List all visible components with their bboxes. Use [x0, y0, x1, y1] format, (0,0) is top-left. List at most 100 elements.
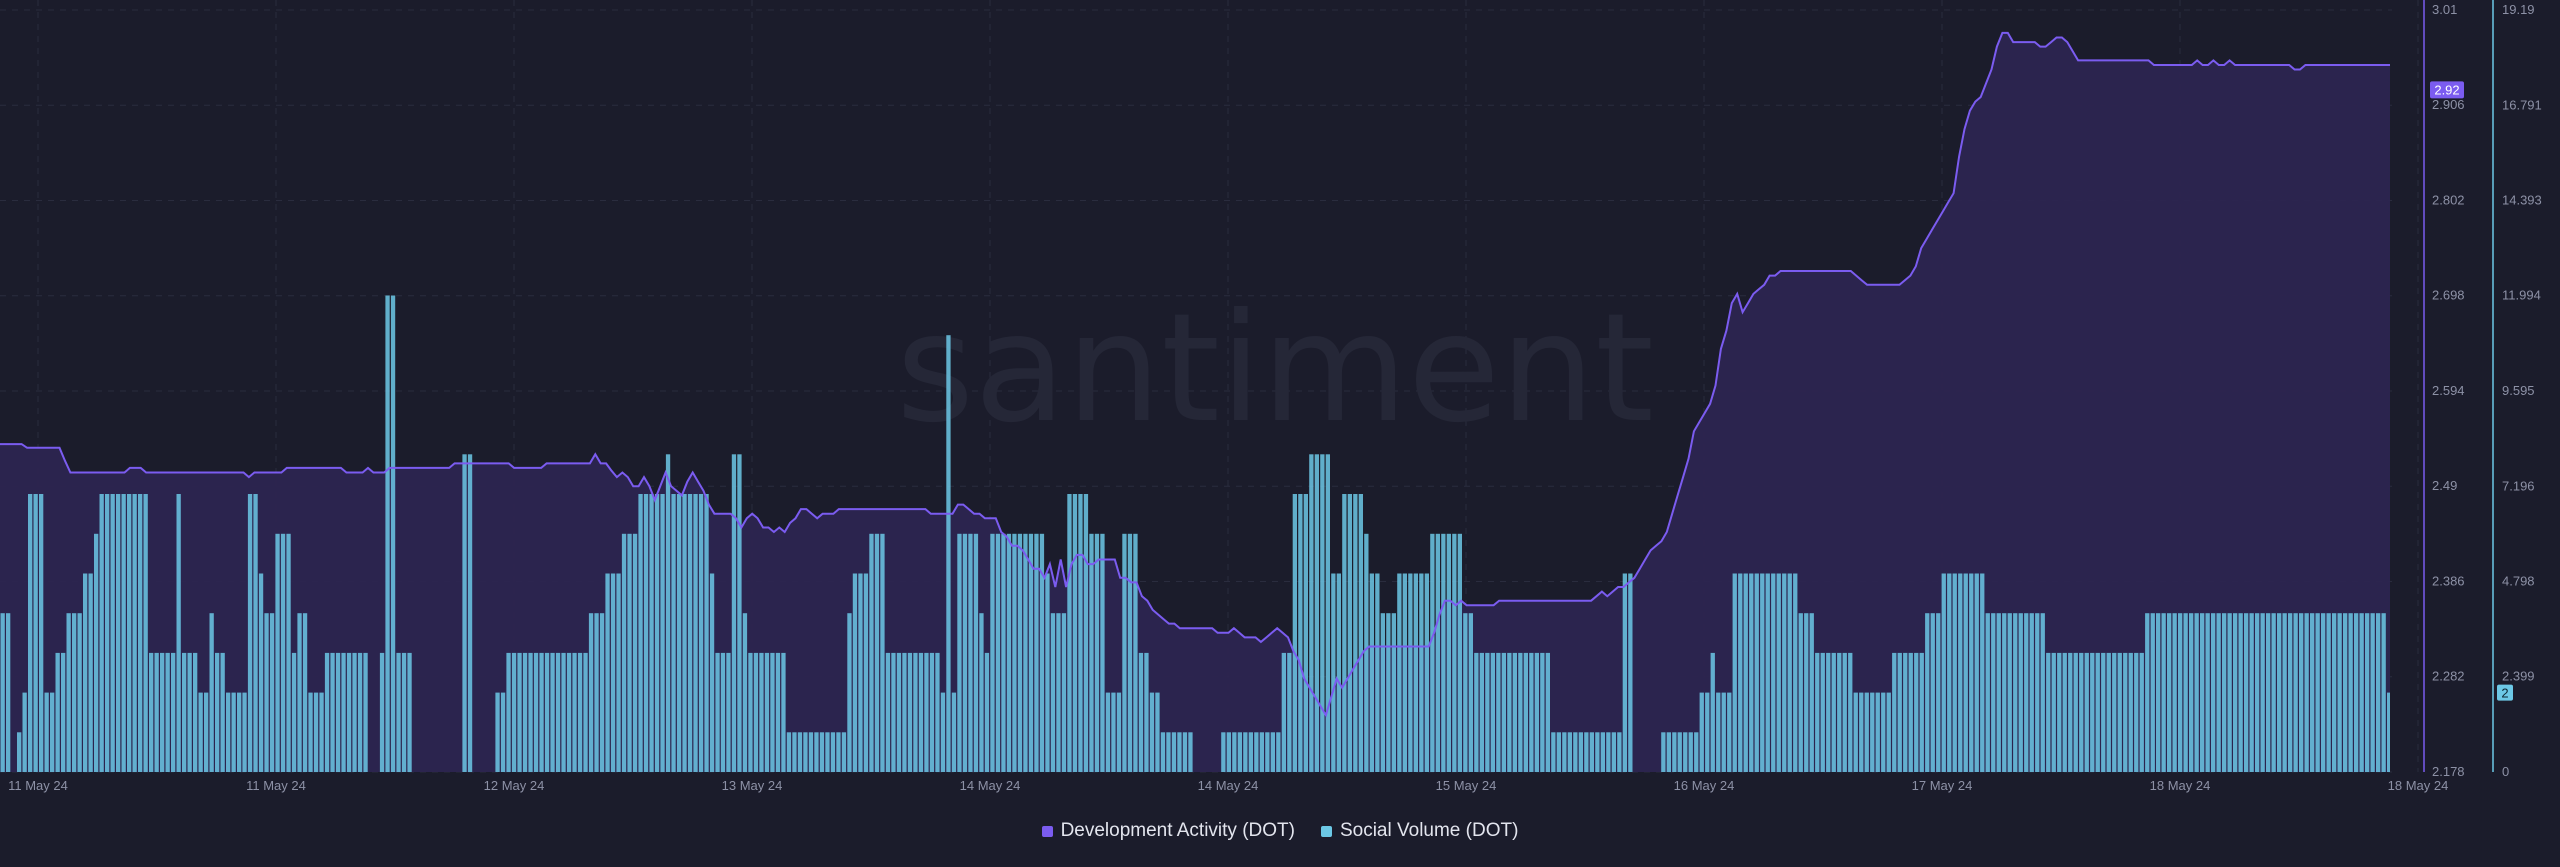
social-volume-bar	[1254, 732, 1259, 772]
social-volume-bar	[2040, 613, 2045, 772]
social-volume-bar	[2090, 652, 2095, 772]
social-volume-bar	[165, 652, 170, 772]
social-volume-bar	[94, 533, 99, 772]
social-volume-bar	[616, 573, 621, 772]
social-volume-bar	[1441, 533, 1446, 772]
social-volume-bar	[1226, 732, 1231, 772]
x-axis-tick: 15 May 24	[1436, 778, 1497, 793]
dev-current-value: 2.92	[2434, 82, 2459, 97]
social-volume-bar	[2194, 613, 2199, 772]
social-volume-bar	[1672, 732, 1677, 772]
social-volume-bar	[1342, 494, 1347, 772]
social-volume-bar	[1809, 613, 1814, 772]
social-volume-bar	[704, 494, 709, 772]
social-volume-bar	[1166, 732, 1171, 772]
social-volume-bar	[649, 494, 654, 772]
x-axis-tick: 14 May 24	[1198, 778, 1259, 793]
social-volume-bar	[2106, 652, 2111, 772]
social-volume-bar	[226, 692, 231, 772]
social-volume-bar	[308, 692, 313, 772]
social-volume-bar	[2117, 652, 2122, 772]
social-volume-bar	[2354, 613, 2359, 772]
social-volume-bar	[1947, 573, 1952, 772]
legend-swatch-social	[1320, 825, 1332, 837]
social-volume-bar	[1628, 573, 1633, 772]
social-volume-bar	[1435, 533, 1440, 772]
social-volume-bar	[863, 573, 869, 772]
social-volume-bar	[1556, 732, 1561, 772]
social-volume-bar	[2101, 652, 2106, 772]
social-volume-bar	[1534, 652, 1539, 772]
social-volume-bar	[1078, 494, 1083, 772]
right-axis-tick: 19.19	[2502, 2, 2535, 17]
social-volume-bar	[808, 732, 814, 772]
social-volume-bar	[1468, 613, 1473, 772]
social-volume-bar	[797, 732, 803, 772]
social-volume-bar	[1364, 533, 1369, 772]
social-volume-bar	[1908, 652, 1913, 772]
social-volume-bar	[1963, 573, 1968, 772]
social-volume-bar	[2299, 613, 2304, 772]
social-volume-bar	[1760, 573, 1765, 772]
social-volume-bar	[1314, 454, 1319, 772]
social-volume-bar	[1177, 732, 1182, 772]
social-volume-bar	[390, 295, 396, 772]
social-volume-bar	[2227, 613, 2232, 772]
social-volume-bar	[1160, 732, 1166, 772]
social-volume-bar	[682, 494, 687, 772]
social-volume-bar	[22, 692, 27, 772]
social-volume-bar	[2255, 613, 2260, 772]
social-volume-bar	[2348, 613, 2353, 772]
social-volume-bar	[1721, 692, 1726, 772]
social-volume-bar	[2365, 613, 2370, 772]
social-volume-bar	[2134, 652, 2139, 772]
left-axis-tick: 2.906	[2432, 97, 2465, 112]
social-volume-bar	[2282, 613, 2287, 772]
social-volume-bar	[1298, 494, 1303, 772]
social-volume-bar	[302, 613, 308, 772]
social-volume-bar	[1754, 573, 1759, 772]
social-volume-bar	[335, 652, 341, 772]
social-volume-bar	[517, 652, 522, 772]
social-volume-bar	[621, 533, 627, 772]
social-volume-bar	[858, 573, 863, 772]
legend-item-dev-activity[interactable]: Development Activity (DOT)	[1041, 820, 1295, 842]
social-volume-bar	[698, 494, 704, 772]
social-volume-bar	[984, 652, 990, 772]
social-volume-bar	[2018, 613, 2023, 772]
dev-current-badge	[2430, 81, 2464, 99]
social-volume-bar	[1023, 533, 1028, 772]
legend-item-social-volume[interactable]: Social Volume (DOT)	[1320, 820, 1518, 842]
social-volume-bar	[1111, 692, 1116, 772]
dev-activity-line-path	[0, 31, 2390, 718]
social-volume-bar	[957, 533, 962, 772]
social-volume-bar	[2244, 613, 2249, 772]
social-volume-bar	[44, 692, 49, 772]
right-axis-tick: 14.393	[2502, 193, 2542, 208]
social-volume-bar	[665, 454, 671, 772]
social-volume-bar	[1259, 732, 1264, 772]
social-volume-bar	[187, 652, 192, 772]
social-volume-bar	[110, 494, 115, 772]
social-volume-bar	[2249, 613, 2254, 772]
social-volume-bar	[269, 613, 275, 772]
social-volume-bar	[1144, 652, 1149, 772]
social-volume-bar	[918, 652, 924, 772]
social-volume-bar	[1996, 613, 2001, 772]
right-axis-tick: 4.798	[2502, 574, 2535, 589]
social-volume-bar	[1012, 533, 1017, 772]
social-volume-bar	[1028, 533, 1034, 772]
social-volume-bar	[66, 613, 71, 772]
social-volume-bar	[2189, 613, 2194, 772]
social-volume-bar	[2233, 613, 2238, 772]
left-axis-tick: 2.594	[2432, 383, 2465, 398]
social-volume-bar	[979, 613, 984, 772]
social-volume-bar	[1694, 732, 1699, 772]
x-axis-tick: 17 May 24	[1912, 778, 1973, 793]
x-axis-tick: 14 May 24	[960, 778, 1021, 793]
chart-legend: Development Activity (DOT) Social Volume…	[0, 820, 2560, 842]
social-volume-bar	[599, 613, 605, 772]
right-axis-tick: 2.399	[2502, 669, 2535, 684]
social-volume-bar	[1936, 613, 1941, 772]
social-volume-bar	[1039, 533, 1045, 772]
